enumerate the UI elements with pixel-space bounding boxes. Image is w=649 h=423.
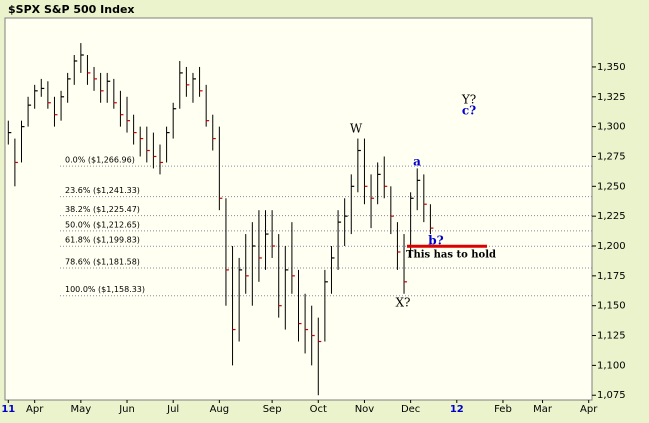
y-tick-label: 1,150 [597,301,626,312]
x-tick-label: Dec [401,404,420,415]
fib-label: 0.0% ($1,266.96) [65,156,135,165]
annotation: a [413,155,421,169]
x-tick-label: Apr [580,404,598,415]
fib-label: 100.0% ($1,158.33) [65,285,145,294]
annotation: X? [396,296,411,310]
x-tick-label: Sep [263,404,282,415]
x-tick-label: Apr [26,404,44,415]
y-tick-label: 1,275 [597,151,626,162]
x-tick-label: Feb [494,404,512,415]
annotation: This has to hold [406,250,496,261]
fib-label: 38.2% ($1,225.47) [65,205,140,214]
x-tick-label: Jun [118,404,135,415]
fib-label: 23.6% ($1,241.33) [65,186,140,195]
y-tick-label: 1,325 [597,92,626,103]
fib-label: 61.8% ($1,199.83) [65,236,140,245]
y-tick-label: 1,125 [597,331,626,342]
fib-label: 78.6% ($1,181.58) [65,257,140,266]
y-tick-label: 1,100 [597,360,626,371]
annotation: W [350,122,363,136]
y-tick-label: 1,225 [597,211,626,222]
x-tick-label: 12 [450,404,464,415]
y-tick-label: 1,300 [597,122,626,133]
x-tick-label: May [71,404,92,415]
y-tick-label: 1,250 [597,181,626,192]
y-tick-label: 1,350 [597,62,626,73]
x-tick-label: 11 [1,404,15,415]
y-tick-label: 1,175 [597,271,626,282]
x-tick-label: Nov [355,404,375,415]
y-tick-label: 1,075 [597,390,626,401]
x-tick-label: Jul [166,404,179,415]
x-tick-label: Aug [210,404,230,415]
x-tick-label: Mar [533,404,553,415]
annotation: c? [462,104,476,118]
y-tick-label: 1,200 [597,241,626,252]
chart-title: $SPX S&P 500 Index [8,3,135,16]
annotation: Y? [461,93,476,107]
annotation: b? [428,234,443,248]
x-tick-label: Oct [310,404,327,415]
fib-label: 50.0% ($1,212.65) [65,220,140,229]
